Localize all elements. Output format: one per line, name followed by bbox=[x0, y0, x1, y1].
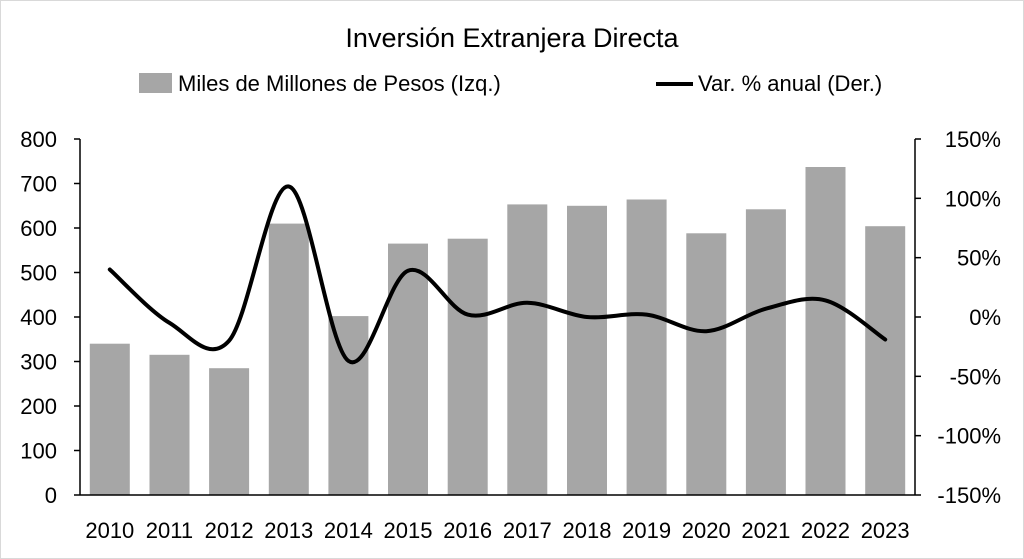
bar-2010 bbox=[89, 343, 130, 495]
bar-2012 bbox=[209, 368, 250, 495]
bar-2021 bbox=[745, 209, 786, 496]
y-right-tick-label: 50% bbox=[957, 246, 1001, 271]
x-tick-label: 2018 bbox=[562, 518, 611, 543]
legend-bar-label: Miles de Millones de Pesos (Izq.) bbox=[178, 71, 501, 96]
x-tick-label: 2023 bbox=[861, 518, 910, 543]
bar-2019 bbox=[626, 199, 667, 495]
legend: Miles de Millones de Pesos (Izq.) Var. %… bbox=[139, 71, 882, 96]
bar-2018 bbox=[567, 205, 607, 496]
x-tick-label: 2021 bbox=[741, 518, 790, 543]
x-tick-label: 2019 bbox=[622, 518, 671, 543]
x-tick-label: 2015 bbox=[384, 518, 433, 543]
y-left-tick-label: 400 bbox=[20, 305, 57, 330]
y-right-tick-label: -50% bbox=[950, 364, 1001, 389]
y-left-tick-label: 600 bbox=[20, 216, 57, 241]
x-tick-label: 2016 bbox=[443, 518, 492, 543]
y-left-tick-label: 100 bbox=[20, 439, 57, 464]
y-right-tick-label: 100% bbox=[945, 186, 1001, 211]
bar-2016 bbox=[447, 238, 488, 495]
x-tick-label: 2022 bbox=[801, 518, 850, 543]
chart-title: Inversión Extranjera Directa bbox=[345, 23, 679, 53]
x-tick-label: 2020 bbox=[682, 518, 731, 543]
y-right-tick-label: 0% bbox=[969, 305, 1001, 330]
bar-2017 bbox=[507, 204, 548, 495]
x-tick-label: 2010 bbox=[85, 518, 134, 543]
legend-line-label: Var. % anual (Der.) bbox=[698, 71, 882, 96]
y-left-tick-label: 800 bbox=[20, 127, 57, 152]
bar-2014 bbox=[328, 316, 369, 495]
y-left-tick-label: 300 bbox=[20, 350, 57, 375]
bar-2022 bbox=[805, 167, 846, 495]
bar-2015 bbox=[388, 243, 428, 495]
x-tick-label: 2012 bbox=[205, 518, 254, 543]
y-left-tick-label: 0 bbox=[45, 483, 57, 508]
bar-2020 bbox=[686, 233, 727, 496]
y-left-tick-label: 500 bbox=[20, 261, 57, 286]
bar-2013 bbox=[268, 223, 309, 495]
y-right-tick-label: -150% bbox=[937, 483, 1001, 508]
y-left-tick-label: 200 bbox=[20, 394, 57, 419]
bar-2023 bbox=[865, 226, 906, 495]
y-right-tick-label: -100% bbox=[937, 424, 1001, 449]
x-tick-label: 2013 bbox=[264, 518, 313, 543]
x-tick-label: 2017 bbox=[503, 518, 552, 543]
x-tick-label: 2014 bbox=[324, 518, 373, 543]
bar-2011 bbox=[149, 354, 190, 495]
legend-bar-swatch bbox=[139, 73, 172, 93]
plot-area: 0 100 200 300 400 500 600 700 800 -150% -100% -50% 0… bbox=[20, 127, 1001, 543]
series-line-var-anual bbox=[107, 184, 888, 365]
x-tick-label: 2011 bbox=[146, 518, 193, 543]
y-right-tick-label: 150% bbox=[945, 127, 1001, 152]
y-left-tick-label: 700 bbox=[20, 172, 57, 197]
